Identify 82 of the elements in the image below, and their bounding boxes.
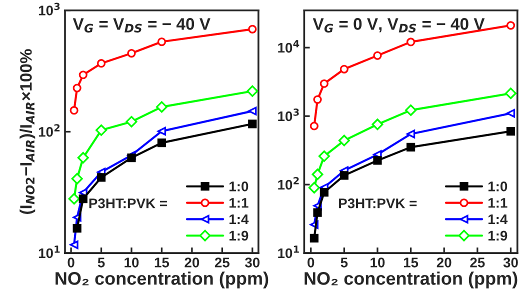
annotation: P3HT:PVK = (89, 198, 167, 208)
x-tick-label: 15 (404, 258, 418, 268)
point (372, 118, 384, 130)
legend-label: 1:0 (230, 182, 248, 192)
point (96, 59, 106, 68)
point (248, 106, 257, 116)
y-tick-label: 10$^{4}$ (278, 40, 300, 53)
point (246, 85, 258, 97)
point (157, 37, 166, 46)
annotation: V$_{G}$ = 0 V, V$_{DS}$ = − 40 V (312, 18, 485, 33)
x-tick-label: 20 (436, 258, 452, 268)
annotation: P3HT:PVK = (339, 198, 417, 208)
point (248, 120, 257, 128)
x-tick-label: 15 (154, 258, 170, 268)
point (78, 70, 88, 80)
point (506, 108, 516, 118)
point (373, 156, 382, 165)
y-tick-label: 10$^{1}$ (278, 246, 299, 258)
x-tick-label: 30 (244, 258, 260, 268)
x-tick-label: 5 (98, 258, 105, 268)
point (406, 142, 416, 152)
point (156, 101, 168, 113)
x-tick-label: 30 (503, 258, 518, 268)
point (157, 126, 166, 136)
point (406, 38, 416, 46)
point (157, 138, 166, 148)
point (338, 134, 350, 146)
point (96, 173, 106, 182)
point (96, 124, 108, 136)
legend-label: 1:1 (488, 198, 508, 208)
y-tick-label: 10$^{3}$ (38, 2, 60, 16)
point (308, 182, 320, 194)
point (127, 153, 136, 162)
point (313, 208, 322, 217)
x-tick-label: 20 (184, 258, 200, 268)
point (126, 116, 138, 128)
legend-label: 1:4 (230, 214, 249, 224)
point (310, 122, 318, 130)
y-tick-label: 10$^{3}$ (278, 108, 299, 122)
x-tick-label: 25 (214, 258, 230, 268)
point (406, 130, 416, 138)
x-tick-label: 0 (68, 258, 74, 268)
point (310, 234, 318, 242)
y-tick-label: 10$^{1}$ (38, 246, 60, 258)
point (68, 193, 80, 205)
point (506, 126, 516, 136)
legend-label: 1:4 (488, 214, 508, 224)
legend-label: 1:9 (230, 230, 248, 241)
point (320, 188, 328, 197)
point (504, 88, 516, 100)
x-tick-label: 10 (370, 258, 385, 268)
x-tick-label: 10 (124, 258, 139, 268)
point (71, 172, 83, 184)
x-tick-label: 25 (470, 258, 485, 268)
point (70, 240, 78, 250)
point (78, 194, 88, 204)
point (405, 104, 417, 116)
point (373, 51, 382, 60)
point (248, 24, 257, 34)
y-tick-label: 10$^{2}$ (38, 124, 60, 137)
x-axis-title: NO₂ concentration (ppm) (304, 272, 518, 288)
point (340, 171, 348, 180)
legend-label: 1:1 (230, 198, 248, 208)
annotation: V$_{G}$ = V$_{DS}$ = − 40 V (72, 18, 210, 33)
x-axis-title: NO₂ concentration (ppm) (56, 272, 268, 288)
y-axis-title: (I$_{NO2}$−I$_{AIR}$)/I$_{AIR}$×100% (20, 49, 36, 214)
point (320, 79, 328, 88)
legend-label: 1:0 (488, 182, 508, 192)
x-tick-label: 5 (340, 258, 348, 268)
point (72, 84, 82, 92)
point (127, 48, 136, 58)
point (313, 95, 322, 104)
y-tick-label: 10$^{2}$ (278, 176, 299, 190)
point (312, 168, 324, 180)
point (340, 64, 348, 74)
point (70, 106, 78, 115)
x-tick-label: 0 (308, 258, 314, 268)
point (506, 21, 516, 30)
point (77, 152, 89, 164)
point (72, 224, 82, 233)
legend-label: 1:9 (488, 230, 508, 241)
point (318, 150, 330, 162)
